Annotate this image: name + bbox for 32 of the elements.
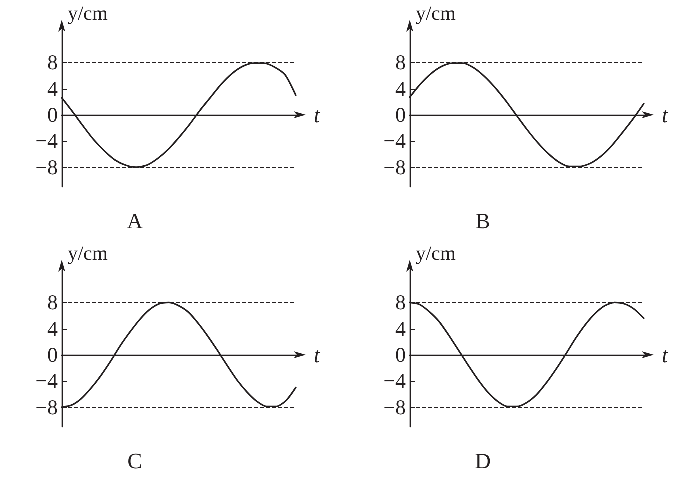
- y-tick-label: −4: [36, 129, 58, 154]
- y-tick-label: 8: [396, 50, 406, 75]
- y-axis-title: y/cm: [416, 3, 456, 25]
- y-tick-label: −4: [384, 129, 406, 154]
- y-tick-label: 4: [396, 316, 406, 340]
- x-axis-title: t: [314, 342, 321, 368]
- y-tick-label: 0: [48, 103, 58, 128]
- x-axis-title: t: [662, 342, 669, 368]
- y-tick-label: 0: [396, 342, 406, 367]
- text: A: [127, 208, 144, 234]
- text: C: [128, 448, 142, 473]
- y-tick-label: −4: [384, 368, 406, 393]
- y-tick-label: 8: [396, 290, 406, 314]
- y-tick-label: 0: [48, 342, 58, 367]
- text: D: [475, 448, 491, 473]
- y-axis-title: y/cm: [416, 242, 456, 264]
- y-tick-label: 0: [396, 103, 406, 128]
- y-axis-title: y/cm: [68, 242, 108, 264]
- y-tick-label: 4: [48, 316, 58, 340]
- y-tick-label: 4: [48, 76, 58, 101]
- text: B: [476, 208, 490, 234]
- x-axis-title: t: [314, 102, 321, 128]
- y-tick-label: 4: [396, 76, 406, 101]
- y-tick-label: −8: [384, 155, 406, 180]
- y-tick-label: −8: [36, 155, 58, 180]
- y-tick-label: −4: [36, 368, 58, 393]
- y-tick-label: 8: [48, 290, 58, 314]
- y-axis-title: y/cm: [68, 3, 108, 25]
- x-axis-title: t: [662, 102, 669, 128]
- y-tick-label: −8: [36, 394, 58, 419]
- y-tick-label: −8: [384, 394, 406, 419]
- y-tick-label: 8: [48, 50, 58, 75]
